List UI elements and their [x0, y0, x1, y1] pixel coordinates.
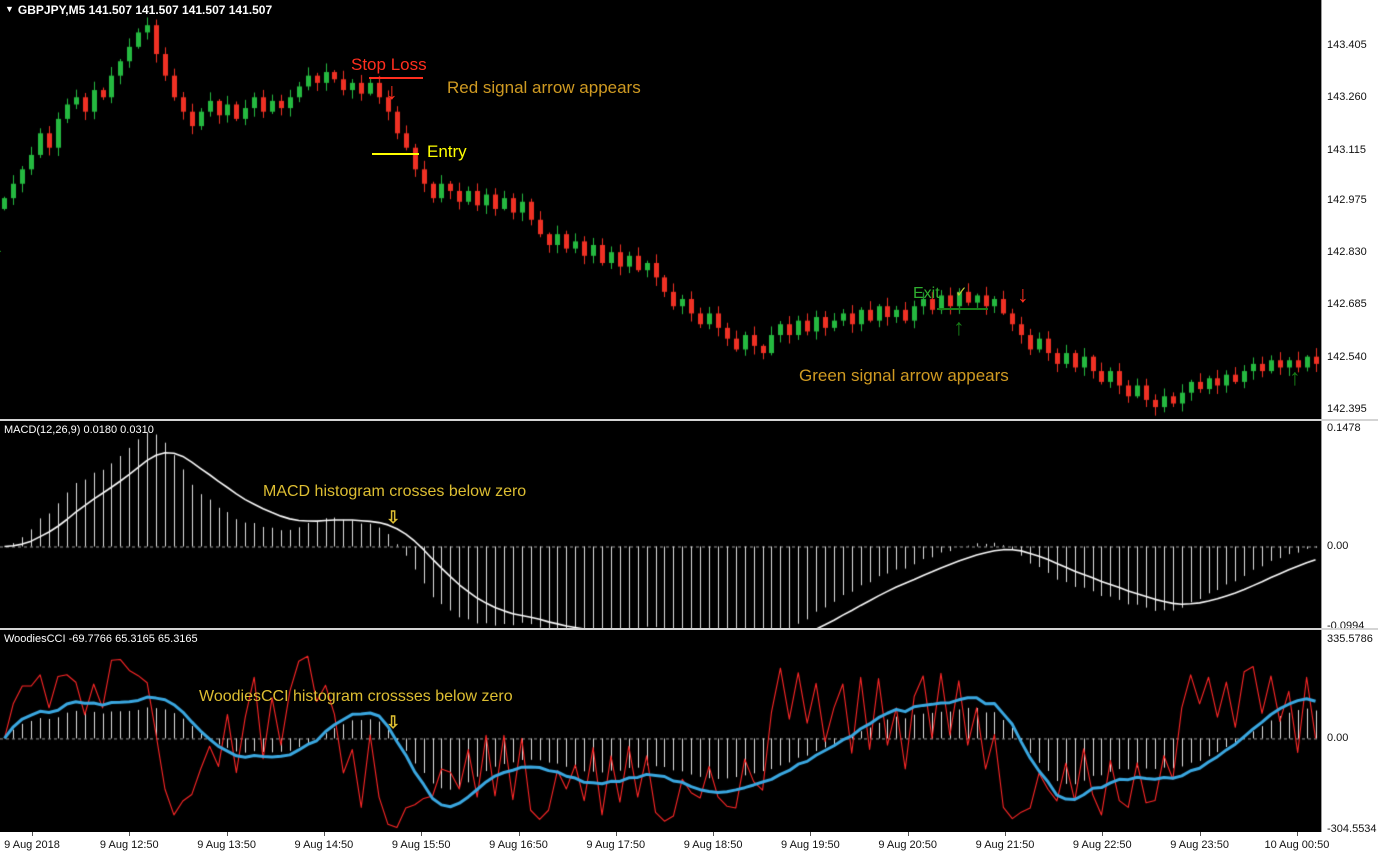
- sell-signal-arrow-icon: ↓: [386, 78, 398, 104]
- price-scale-cci[interactable]: 335.5786 0.00 -304.5534: [1321, 630, 1378, 835]
- time-tick: [1102, 832, 1104, 836]
- exit-check-icon: ✓: [955, 284, 968, 301]
- exit-label: Exit: [913, 285, 940, 302]
- time-label: 9 Aug 17:50: [586, 839, 646, 851]
- macd-chart-area[interactable]: MACD(12,26,9) 0.0180 0.0310 MACD histogr…: [0, 421, 1321, 628]
- time-tick: [1199, 832, 1201, 836]
- time-tick: [518, 832, 520, 836]
- stop-loss-label: Stop Loss: [351, 55, 427, 74]
- cci-panel: WoodiesCCI -69.7766 65.3165 65.3165 Wood…: [0, 630, 1378, 835]
- macd-label: MACD(12,26,9) 0.0180 0.0310: [4, 424, 154, 436]
- cci-label: WoodiesCCI -69.7766 65.3165 65.3165: [4, 633, 198, 645]
- chart-title: ▼ GBPJPY,M5 141.507 141.507 141.507 141.5…: [5, 3, 272, 17]
- axis-price-label: 0.1478: [1327, 422, 1361, 435]
- buy-signal-arrow-right-icon: ↑: [1289, 364, 1301, 390]
- time-label: 9 Aug 19:50: [781, 839, 840, 851]
- entry-line: [372, 153, 419, 155]
- time-label: 9 Aug 16:50: [489, 839, 548, 851]
- time-label: 9 Aug 15:50: [391, 839, 451, 851]
- price-chart-area[interactable]: ▼ GBPJPY,M5 141.507 141.507 141.507 141.5…: [0, 0, 1321, 419]
- price-chart-canvas[interactable]: [0, 0, 1320, 419]
- time-label: 9 Aug 18:50: [683, 839, 743, 851]
- time-tick: [1005, 832, 1006, 836]
- panel-divider-2[interactable]: [0, 628, 1378, 630]
- time-label: 9 Aug 23:50: [1170, 839, 1229, 851]
- axis-price-label: 143.405: [1327, 39, 1367, 52]
- axis-price-label: -304.5534: [1327, 822, 1377, 835]
- time-label: 9 Aug 21:50: [975, 839, 1035, 851]
- time-label: 9 Aug 2018: [4, 839, 60, 851]
- macd-canvas[interactable]: [0, 421, 1320, 628]
- axis-price-label: 142.395: [1327, 402, 1367, 415]
- stop-loss-line: [369, 77, 423, 79]
- time-label: 9 Aug 13:50: [197, 839, 256, 851]
- time-label: 9 Aug 20:50: [878, 839, 938, 851]
- time-label: 9 Aug 22:50: [1072, 839, 1132, 851]
- time-tick: [907, 832, 909, 836]
- time-label: 10 Aug 00:50: [1264, 839, 1330, 851]
- time-tick: [421, 832, 423, 836]
- red-signal-note: Red signal arrow appears: [447, 78, 641, 97]
- panel-divider[interactable]: [0, 419, 1378, 421]
- time-label: 9 Aug 14:50: [294, 839, 354, 851]
- time-tick: [323, 832, 325, 836]
- axis-price-label: 335.5786: [1327, 632, 1373, 645]
- axis-price-label: 0.00: [1327, 540, 1349, 553]
- macd-cross-arrow-icon: ⇩: [386, 508, 401, 527]
- cci-chart-area[interactable]: WoodiesCCI -69.7766 65.3165 65.3165 Wood…: [0, 630, 1321, 832]
- time-tick: [32, 832, 33, 836]
- price-panel: ▼ GBPJPY,M5 141.507 141.507 141.507 141.5…: [0, 0, 1378, 419]
- buy-signal-arrow-icon: ↑: [953, 314, 965, 340]
- time-axis[interactable]: 9 Aug 2018 9 Aug 12:50 9 Aug 13:50 9 Aug 14…: [0, 832, 1378, 862]
- time-tick: [226, 832, 228, 836]
- price-scale-main[interactable]: 143.405 143.260 143.115 142.975 142.830 142.6…: [1321, 0, 1378, 419]
- time-tick: [129, 832, 131, 836]
- green-signal-note: Green signal arrow appears: [799, 366, 1009, 385]
- buy-signal-arrow-left-edge-icon: ↑: [0, 243, 4, 265]
- axis-price-label: 142.685: [1327, 298, 1367, 311]
- entry-label: Entry: [427, 142, 467, 161]
- axis-price-label: 142.975: [1327, 193, 1367, 206]
- time-tick: [810, 832, 812, 836]
- sell-signal-arrow-2-icon: ↓: [1017, 281, 1029, 307]
- chart-title-text: GBPJPY,M5 141.507 141.507 141.507 141.50…: [17, 3, 273, 17]
- chart-dropdown-icon[interactable]: ▼: [5, 4, 14, 14]
- cci-cross-arrow-icon: ⇩: [386, 713, 401, 732]
- axis-price-label: 0.00: [1327, 732, 1349, 745]
- time-tick: [615, 832, 617, 836]
- exit-line: [937, 308, 988, 310]
- cci-note: WoodiesCCI histogram crossses below zero: [199, 688, 513, 705]
- time-tick: [713, 832, 715, 836]
- time-label: 9 Aug 12:50: [99, 839, 159, 851]
- axis-price-label: 143.115: [1327, 143, 1366, 156]
- macd-panel: MACD(12,26,9) 0.0180 0.0310 MACD histogr…: [0, 421, 1378, 632]
- axis-price-label: 142.830: [1327, 246, 1367, 259]
- macd-note: MACD histogram crosses below zero: [263, 483, 527, 500]
- axis-price-label: 142.540: [1327, 350, 1367, 363]
- cci-canvas[interactable]: [0, 630, 1320, 832]
- price-scale-macd[interactable]: 0.1478 0.00 -0.0994: [1321, 421, 1378, 632]
- time-tick: [1296, 832, 1298, 836]
- axis-price-label: 143.260: [1327, 91, 1367, 104]
